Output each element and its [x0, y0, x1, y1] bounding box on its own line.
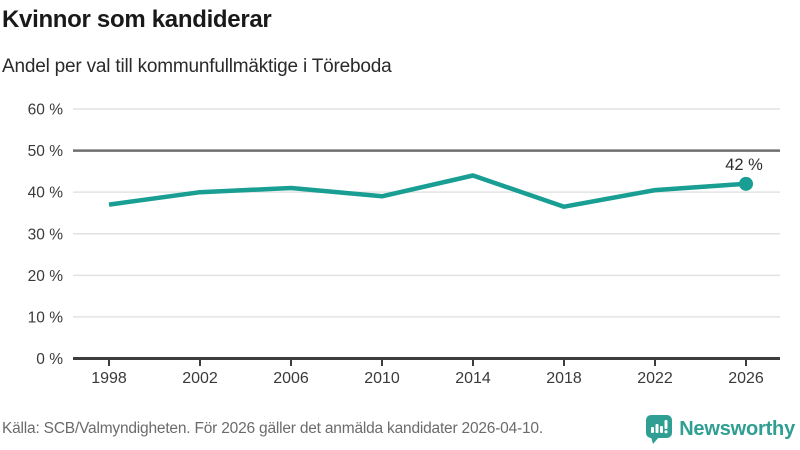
x-axis-label: 2026	[728, 370, 764, 387]
newsworthy-logo-text: Newsworthy	[679, 418, 795, 440]
x-axis-label: 2006	[273, 370, 309, 387]
x-axis-label: 1998	[91, 370, 127, 387]
last-point-marker	[739, 176, 753, 191]
trend-line	[108, 173, 747, 209]
x-axis-label: 2014	[455, 370, 491, 387]
y-axis-label: 60 %	[28, 102, 64, 119]
x-axis-label: 2010	[364, 370, 400, 387]
line-chart: 0 % 10 % 20 % 30 % 40 % 50 % 60 % 1998 2002 2006 2…	[28, 102, 780, 387]
y-axis-label: 10 %	[28, 309, 64, 326]
y-axis-label: 40 %	[28, 185, 64, 202]
y-axis-label: 20 %	[28, 268, 64, 285]
y-axis-label: 30 %	[28, 226, 64, 243]
x-axis-label: 2022	[637, 370, 673, 387]
x-axis-label: 2002	[182, 370, 218, 387]
y-axis-label: 0 %	[36, 351, 63, 368]
newsworthy-logo-icon	[646, 415, 673, 444]
source-note: Källa: SCB/Valmyndigheten. För 2026 gäll…	[2, 420, 543, 437]
chart-title: Kvinnor som kandiderar	[2, 6, 272, 33]
newsworthy-logo: Newsworthy	[646, 415, 795, 444]
y-axis-label: 50 %	[28, 143, 64, 160]
chart-subtitle: Andel per val till kommunfullmäktige i T…	[2, 56, 392, 77]
x-axis-label: 2018	[546, 370, 582, 387]
last-point-value-label: 42 %	[725, 156, 763, 174]
